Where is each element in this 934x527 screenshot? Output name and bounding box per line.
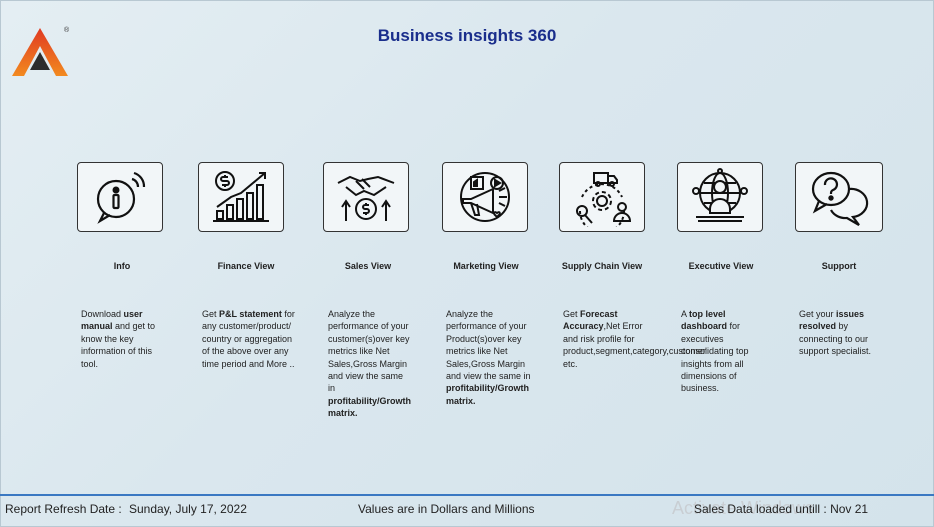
executive-icon [692,168,748,222]
description-text: Analyze the performance of your customer… [328,309,410,394]
card-label: Marketing View [453,261,519,271]
footer-divider [0,494,934,496]
executive-view-tile-button[interactable] [677,162,763,232]
finance-chart-icon [213,171,269,222]
description-text: Get [202,309,220,319]
description-emphasis: user manual [81,309,143,332]
description-emphasis: top level dashboard [681,309,728,332]
description-emphasis: profitability/Growth matrix. [446,383,529,406]
card-label: Support [821,261,857,271]
speech-bubbles-icon [811,171,869,226]
card-label: Finance View [217,261,275,271]
description-text: and get to know the key information of t… [81,321,156,369]
description-emphasis: profitability/Growth matrix. [328,395,411,419]
description-text: by connecting to our support specialist. [799,321,872,357]
description-text: for any customer/product/ country or agg… [202,309,295,369]
card-label: Sales View [344,261,392,271]
card-label: Info [113,261,131,271]
description-emphasis: issues resolved [799,309,865,332]
card-label: Supply Chain View [561,261,643,271]
company-logo: ® [12,24,74,80]
support-tile-button[interactable] [795,162,883,232]
registered-mark: ® [64,26,70,34]
megaphone-icon [460,172,510,222]
units-note: Values are in Dollars and Millions [358,502,535,516]
card-description: Get Forecast Accuracy,Net Error and risk… [563,308,706,370]
card-description: A top level dashboard for executives con… [681,308,763,395]
card-description: Get your issues resolved by connecting t… [799,308,887,358]
description-text: Download [81,309,124,319]
description-text: Analyze the performance of your Product(… [446,309,531,382]
description-text: Get [563,309,581,319]
card-label: Executive View [688,261,754,271]
sales-view-tile-button[interactable] [323,162,409,232]
report-refresh-date: Sunday, July 17, 2022 [129,502,247,516]
description-emphasis: P&L statement [219,309,282,319]
finance-view-tile-button[interactable] [198,162,284,232]
info-tile-button[interactable] [77,162,163,232]
card-description: Get P&L statement for any customer/produ… [202,308,296,370]
description-text: ,Net Error and risk profile for product,… [563,321,706,369]
card-description: Analyze the performance of your Product(… [446,308,532,407]
report-refresh-label: Report Refresh Date : [5,502,122,516]
card-description: Analyze the performance of your customer… [328,308,412,420]
supply-chain-view-tile-button[interactable] [559,162,645,232]
sales-data-loaded-status: Sales Data loaded untill : Nov 21 [694,502,869,516]
description-emphasis: Forecast Accuracy [563,309,618,332]
activate-windows-watermark: Activate Windows [672,498,815,518]
marketing-view-tile-button[interactable] [442,162,528,232]
handshake-icon [337,175,395,221]
description-text: for executives consolidating top insight… [681,321,749,394]
description-text: Get your [799,309,837,319]
card-description: Download user manual and get to know the… [81,308,171,370]
page-title: Business insights 360 [377,26,557,45]
description-text: A [681,309,690,319]
info-icon [96,171,146,224]
supply-chain-icon [576,172,632,227]
